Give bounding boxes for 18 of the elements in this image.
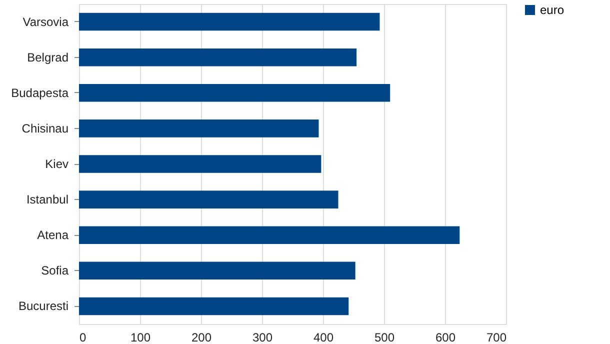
x-tick-label: 300 [252,330,273,344]
y-tick-label: Bucuresti [18,299,68,314]
x-tick-label: 600 [435,330,456,344]
y-tick-label: Varsovia [22,14,69,29]
x-tick-label: 0 [80,330,86,344]
legend-label: euro [540,3,564,17]
x-tick-label: 400 [313,330,334,344]
x-tick-label: 100 [130,330,151,344]
y-tick-label: Atena [37,228,69,242]
x-tick-label: 200 [191,330,212,344]
x-tick-label: 700 [486,330,507,344]
y-tick-label: Budapesta [11,86,69,100]
y-tick-label: Belgrad [27,50,68,64]
y-tick-label: Istanbul [26,192,68,207]
x-tick-label: 500 [374,330,395,344]
y-tick-label: Sofia [41,264,69,278]
y-tick-label: Kiev [45,157,68,171]
y-tick-label: Chisinau [22,121,68,136]
